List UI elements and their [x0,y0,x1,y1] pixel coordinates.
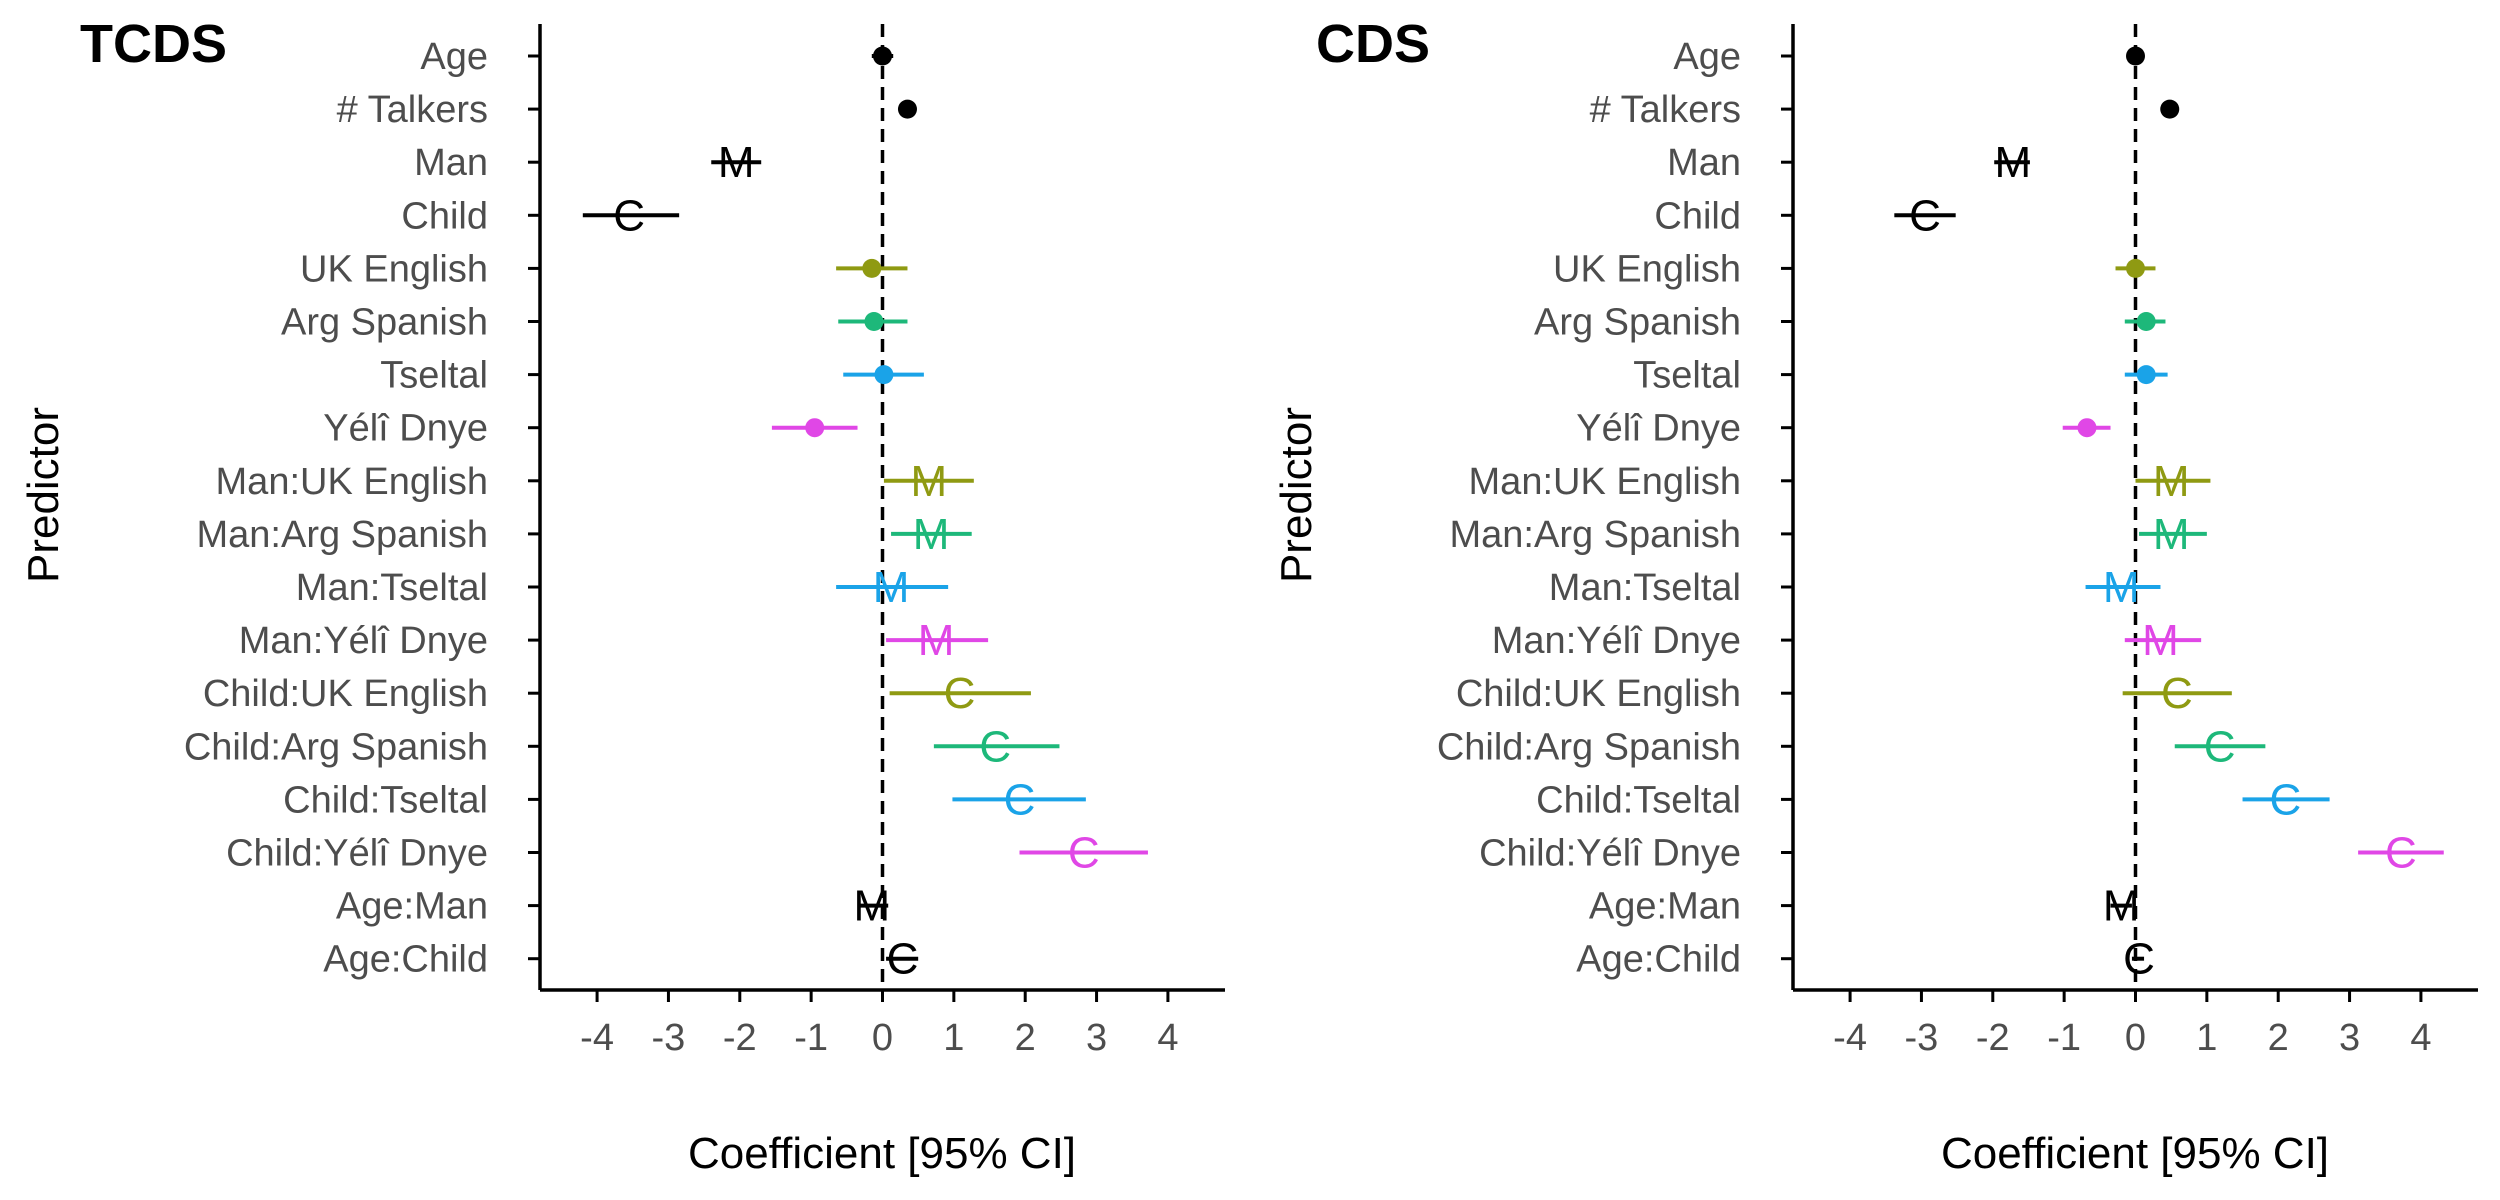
y-tick-label: Man:Arg Spanish [197,514,489,556]
estimate-marker: M [2103,563,2140,612]
y-axis-label: Predictor [1272,407,1321,583]
y-tick-label: Man:UK English [1469,461,1741,503]
x-tick-label: 1 [2196,1017,2217,1059]
estimate-marker: M [913,510,950,559]
y-tick-label: Man:Arg Spanish [1450,514,1742,556]
x-tick-label: 0 [872,1017,893,1059]
estimate-marker: M [2103,882,2140,931]
estimate-marker: C [2385,829,2417,878]
y-tick-label: Tseltal [380,355,488,397]
panel-title: TCDS [80,14,227,74]
y-tick-label: Child:Tseltal [283,779,488,821]
x-tick-label: 4 [2410,1017,2431,1059]
estimate-marker: M [2142,616,2179,665]
estimate-marker: C [887,935,919,984]
y-tick-label: Man:Yélî Dnye [239,620,488,662]
estimate-point [874,365,894,385]
y-tick-label: Tseltal [1633,355,1741,397]
x-tick-label: -1 [794,1017,828,1059]
y-tick-label: Child:Yélî Dnye [226,833,488,875]
y-tick-label: Child:Tseltal [1536,779,1741,821]
y-tick-label: UK English [300,248,488,290]
y-tick-label: Man [414,142,488,184]
x-tick-label: 3 [2339,1017,2360,1059]
y-tick-label: Child:UK English [203,673,488,715]
x-axis-label: Coefficient [95% CI] [688,1129,1076,1178]
y-axis-label: Predictor [19,407,68,583]
estimate-point [2077,418,2097,438]
estimate-marker: M [718,138,755,187]
estimate-marker: C [1004,775,1036,824]
estimate-point [2126,46,2145,66]
y-tick-label: Yélî Dnye [323,408,488,450]
estimate-point [862,258,882,278]
estimate-marker: C [2269,775,2301,824]
estimate-point [864,312,884,331]
estimate-marker: C [2161,669,2193,718]
x-tick-label: 4 [1157,1017,1178,1059]
x-tick-label: 1 [943,1017,964,1059]
x-axis-label: Coefficient [95% CI] [1941,1129,2329,1178]
estimate-marker: C [944,669,976,718]
estimate-marker: M [918,616,955,665]
x-tick-label: 2 [2268,1017,2289,1059]
estimate-marker: C [2204,722,2236,771]
estimate-point [2136,312,2156,331]
estimate-point [873,46,892,66]
estimate-marker: M [2153,457,2190,506]
x-tick-label: -3 [1905,1017,1939,1059]
y-tick-label: Age:Child [1576,939,1741,981]
x-tick-label: -3 [652,1017,686,1059]
y-tick-label: Yélî Dnye [1576,408,1741,450]
y-tick-label: Man:Yélî Dnye [1492,620,1741,662]
y-tick-label: Arg Spanish [1534,302,1741,344]
estimate-marker: C [613,191,645,240]
estimate-marker: M [853,882,890,931]
y-tick-label: Child:Arg Spanish [184,726,488,768]
estimate-point [897,99,917,119]
estimate-marker: M [911,457,948,506]
y-tick-label: Man [1667,142,1741,184]
estimate-marker: M [1994,138,2031,187]
y-tick-label: Age [1673,36,1741,78]
y-tick-label: Child [401,195,488,237]
x-tick-label: 3 [1086,1017,1107,1059]
y-tick-label: Child:Yélî Dnye [1479,833,1741,875]
y-tick-label: Child:UK English [1456,673,1741,715]
y-tick-label: # Talkers [1590,89,1741,131]
estimate-point [2126,258,2145,278]
x-tick-label: 2 [1015,1017,1036,1059]
estimate-point [805,418,825,438]
estimate-marker: C [1068,829,1100,878]
y-tick-label: Man:UK English [216,461,488,503]
y-tick-label: Age:Man [336,886,488,928]
panel-tcds: TCDS Predictor Coefficient [95% CI] -4 -3 -2-… [19,14,1225,1178]
y-tick-label: Age [420,36,488,78]
y-tick-label: Child:Arg Spanish [1437,726,1741,768]
y-tick-label: Child [1654,195,1741,237]
panel-cds: CDS Predictor Coefficient [95% CI] -4 -3 -2 -1… [1272,14,2478,1178]
y-tick-label: Man:Tseltal [1549,567,1741,609]
estimate-marker: C [2123,935,2155,984]
y-tick-label: Man:Tseltal [296,567,488,609]
estimate-point [2160,99,2180,119]
y-tick-label: UK English [1553,248,1741,290]
x-tick-label: -4 [1833,1017,1867,1059]
x-tick-label: -4 [580,1017,614,1059]
x-tick-label: -1 [2047,1017,2081,1059]
estimate-marker: C [1909,191,1941,240]
x-tick-label: 0 [2125,1017,2146,1059]
estimate-point [2136,365,2156,385]
x-tick-label: -2 [723,1017,757,1059]
estimate-marker: C [979,722,1011,771]
estimate-marker: M [2153,510,2190,559]
x-tick-label: -2 [1976,1017,2010,1059]
y-tick-label: Arg Spanish [281,302,488,344]
y-tick-label: # Talkers [337,89,488,131]
y-tick-label: Age:Child [323,939,488,981]
y-tick-label: Age:Man [1589,886,1741,928]
estimate-marker: M [873,563,910,612]
panel-title: CDS [1316,14,1430,74]
